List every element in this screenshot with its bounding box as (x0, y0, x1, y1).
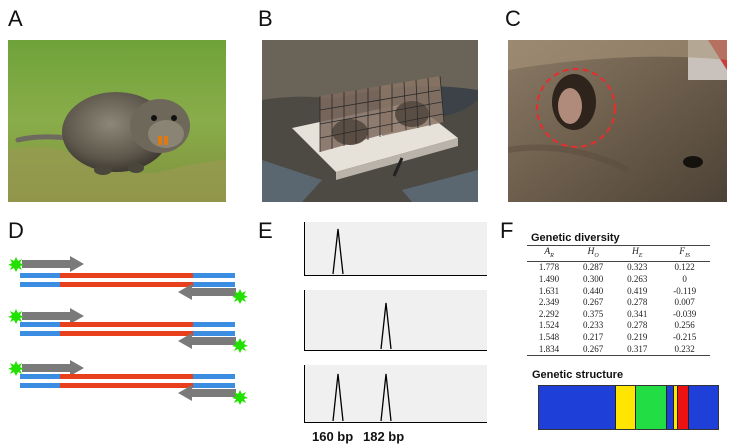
cell: 0.317 (615, 343, 660, 356)
cell: 0.233 (583, 320, 604, 331)
cell: 0.122 (674, 262, 695, 273)
header-he: HE (615, 245, 660, 262)
table-row: 1.631 0.440 0.419 -0.119 (527, 285, 710, 297)
amplicon-1 (8, 256, 248, 304)
photo-traps (262, 40, 478, 202)
cell: 1.548 (538, 331, 560, 342)
table-row: 1.490 0.300 0.263 0 (527, 273, 710, 285)
cell: 1.631 (538, 285, 560, 296)
cell: 0.219 (627, 331, 648, 342)
cell: 1.778 (538, 262, 560, 273)
cell: 0.440 (583, 285, 604, 296)
cell: 0.375 (583, 308, 604, 319)
panel-label-d: D (8, 218, 24, 243)
table-row: 1.778 0.287 0.323 0.122 (527, 261, 710, 273)
structure-segment (677, 386, 689, 429)
header-ar: AR (527, 245, 572, 262)
cell: 0 (682, 273, 687, 284)
fragment-size-182: 182 bp (363, 429, 405, 444)
cell: 0.007 (674, 297, 695, 308)
table-row: 2.349 0.267 0.278 0.007 (527, 297, 710, 309)
cell: 0.232 (659, 343, 710, 356)
panel-label-e: E (258, 218, 273, 243)
cell: 0.419 (627, 285, 648, 296)
structure-segment (615, 386, 636, 429)
amplicon-2 (8, 308, 248, 353)
trace-2 (304, 290, 487, 351)
photo-coypu (8, 40, 226, 202)
microsatellite-schematic (8, 250, 248, 410)
genetic-diversity-table: AR HO HE FIS 1.778 0.287 0.323 0.122 1.490 0… (527, 245, 710, 356)
header-fis: FIS (659, 245, 710, 262)
cell: 2.349 (538, 297, 560, 308)
cell: 0.300 (583, 273, 604, 284)
structure-segment (635, 386, 666, 429)
cell: 0.287 (583, 262, 604, 273)
panel-label-b: B (258, 6, 273, 31)
trace-3 (304, 365, 487, 423)
structure-segment (688, 386, 718, 429)
cell: 0.267 (571, 343, 616, 356)
table-row: 2.292 0.375 0.341 -0.039 (527, 308, 710, 320)
panel-label-f: F (500, 218, 514, 243)
fragment-size-160: 160 bp (312, 429, 354, 444)
amplicon-3 (8, 360, 248, 405)
cell: 0.256 (674, 320, 695, 331)
structure-segment (665, 386, 674, 429)
trace-1 (304, 222, 487, 276)
structure-segment (673, 386, 678, 429)
genetic-structure-title: Genetic structure (532, 369, 624, 381)
panel-label-c: C (505, 6, 521, 31)
cell: 2.292 (538, 308, 560, 319)
table-row: 1.524 0.233 0.278 0.256 (527, 320, 710, 332)
cell: -0.039 (673, 308, 697, 319)
cell: 0.341 (627, 308, 648, 319)
cell: 0.267 (583, 297, 604, 308)
cell: 0.217 (583, 331, 604, 342)
table-row: 1.548 0.217 0.219 -0.215 (527, 331, 710, 343)
cell: 1.524 (538, 320, 560, 331)
cell: 0.278 (627, 297, 648, 308)
table-header-row: AR HO HE FIS (527, 245, 710, 262)
cell: 1.490 (538, 273, 560, 284)
cell: 0.263 (627, 273, 648, 284)
photo-ear-closeup (508, 40, 727, 202)
header-ho: HO (571, 245, 616, 262)
panel-label-a: A (8, 6, 23, 31)
genetic-structure-bar (538, 385, 719, 430)
cell: 1.834 (527, 343, 572, 356)
table-row: 1.834 0.267 0.317 0.232 (527, 343, 710, 356)
structure-segment (539, 386, 616, 429)
cell: -0.119 (673, 285, 697, 296)
cell: -0.215 (673, 331, 697, 342)
cell: 0.323 (627, 262, 648, 273)
cell: 0.278 (627, 320, 648, 331)
genetic-diversity-title: Genetic diversity (531, 232, 620, 244)
